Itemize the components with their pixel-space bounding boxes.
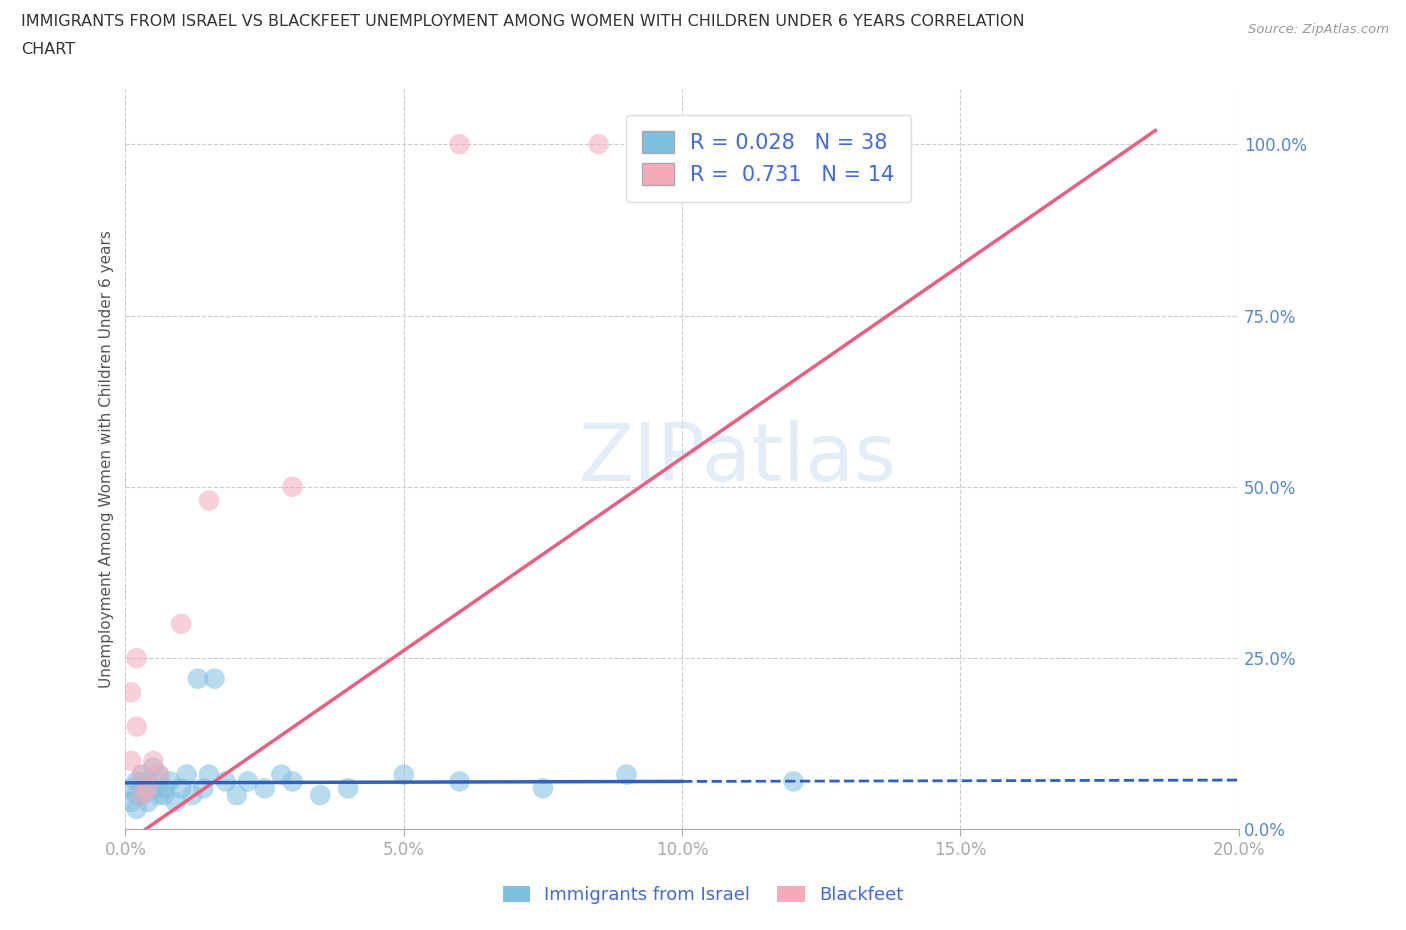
Point — [159, 774, 181, 789]
Point — [136, 774, 159, 789]
Point — [392, 767, 415, 782]
Point — [588, 137, 610, 152]
Point — [142, 781, 165, 796]
Point — [125, 774, 148, 789]
Point — [125, 651, 148, 666]
Point — [170, 781, 193, 796]
Point — [120, 684, 142, 699]
Point — [782, 774, 804, 789]
Point — [449, 774, 471, 789]
Point — [120, 794, 142, 809]
Text: ZIPatlas: ZIPatlas — [579, 420, 897, 498]
Point — [204, 671, 226, 686]
Text: CHART: CHART — [21, 42, 75, 57]
Y-axis label: Unemployment Among Women with Children Under 6 years: Unemployment Among Women with Children U… — [100, 231, 114, 688]
Point — [281, 774, 304, 789]
Point — [125, 802, 148, 817]
Text: IMMIGRANTS FROM ISRAEL VS BLACKFEET UNEMPLOYMENT AMONG WOMEN WITH CHILDREN UNDER: IMMIGRANTS FROM ISRAEL VS BLACKFEET UNEM… — [21, 14, 1025, 29]
Point — [136, 781, 159, 796]
Point — [136, 794, 159, 809]
Point — [120, 781, 142, 796]
Point — [148, 788, 170, 803]
Point — [198, 493, 221, 508]
Point — [153, 781, 176, 796]
Point — [142, 761, 165, 776]
Point — [616, 767, 638, 782]
Point — [131, 781, 153, 796]
Point — [309, 788, 332, 803]
Point — [193, 781, 215, 796]
Text: Source: ZipAtlas.com: Source: ZipAtlas.com — [1249, 23, 1389, 36]
Point — [198, 767, 221, 782]
Point — [281, 479, 304, 494]
Point — [337, 781, 360, 796]
Point — [187, 671, 209, 686]
Point — [270, 767, 292, 782]
Point — [449, 137, 471, 152]
Point — [125, 719, 148, 734]
Point — [181, 788, 204, 803]
Point — [531, 781, 554, 796]
Point — [153, 788, 176, 803]
Point — [176, 767, 198, 782]
Point — [131, 767, 153, 782]
Point — [165, 794, 187, 809]
Point — [131, 788, 153, 803]
Point — [253, 781, 276, 796]
Point — [125, 788, 148, 803]
Legend: R = 0.028   N = 38, R =  0.731   N = 14: R = 0.028 N = 38, R = 0.731 N = 14 — [626, 114, 911, 202]
Legend: Immigrants from Israel, Blackfeet: Immigrants from Israel, Blackfeet — [495, 879, 911, 911]
Point — [148, 767, 170, 782]
Point — [148, 767, 170, 782]
Point — [131, 788, 153, 803]
Point — [120, 753, 142, 768]
Point — [170, 617, 193, 631]
Point — [236, 774, 259, 789]
Point — [215, 774, 238, 789]
Point — [142, 753, 165, 768]
Point — [131, 767, 153, 782]
Point — [225, 788, 247, 803]
